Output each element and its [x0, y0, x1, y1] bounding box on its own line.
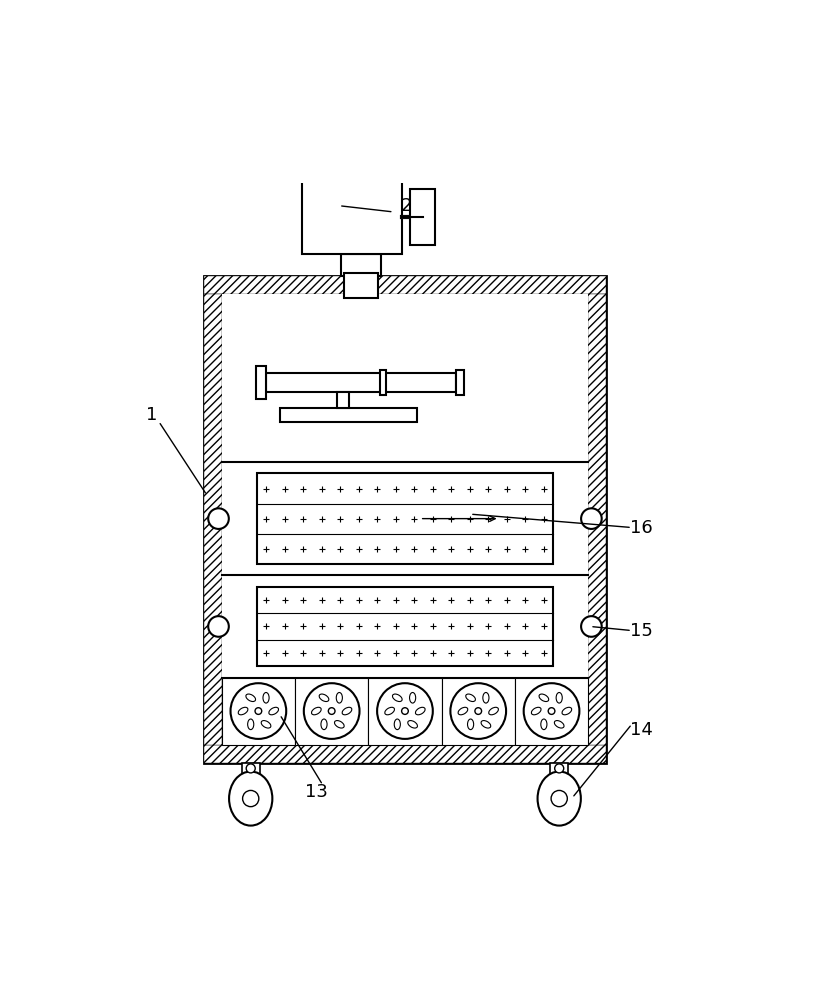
Ellipse shape [554, 721, 564, 728]
Bar [242, 763, 260, 774]
Ellipse shape [481, 721, 491, 728]
Ellipse shape [483, 692, 489, 703]
Ellipse shape [263, 692, 269, 703]
Ellipse shape [410, 692, 416, 703]
Ellipse shape [229, 771, 273, 826]
Bar [256, 366, 266, 399]
Bar [222, 678, 295, 745]
Circle shape [401, 708, 408, 714]
Bar [368, 678, 441, 745]
Ellipse shape [538, 771, 581, 826]
Ellipse shape [541, 719, 547, 730]
Bar [337, 392, 349, 408]
Circle shape [304, 683, 360, 739]
Circle shape [209, 508, 229, 529]
Circle shape [475, 708, 482, 714]
Ellipse shape [312, 707, 321, 715]
Ellipse shape [238, 707, 248, 715]
Ellipse shape [261, 721, 271, 728]
Bar [302, 180, 401, 254]
Bar [515, 678, 588, 745]
Bar [204, 276, 607, 763]
Bar [257, 473, 553, 564]
Ellipse shape [468, 719, 474, 730]
Bar [266, 373, 456, 392]
Bar [204, 745, 607, 763]
Bar [204, 276, 607, 294]
Text: 2: 2 [401, 197, 412, 215]
Ellipse shape [246, 694, 256, 702]
Ellipse shape [539, 694, 548, 702]
Circle shape [230, 683, 286, 739]
Circle shape [255, 708, 262, 714]
Ellipse shape [531, 707, 541, 715]
Ellipse shape [465, 694, 475, 702]
Ellipse shape [385, 707, 395, 715]
Circle shape [246, 764, 255, 773]
Bar [222, 678, 588, 745]
Circle shape [581, 508, 602, 529]
Bar [341, 254, 381, 276]
Ellipse shape [458, 707, 468, 715]
Text: 14: 14 [630, 721, 653, 739]
Bar [279, 408, 416, 422]
Ellipse shape [489, 707, 499, 715]
Ellipse shape [269, 707, 278, 715]
Ellipse shape [408, 721, 417, 728]
Ellipse shape [342, 707, 352, 715]
Circle shape [243, 790, 258, 807]
Ellipse shape [562, 707, 572, 715]
Ellipse shape [248, 719, 253, 730]
Ellipse shape [321, 719, 327, 730]
Circle shape [450, 683, 506, 739]
Bar [550, 763, 568, 774]
Ellipse shape [337, 692, 342, 703]
Ellipse shape [394, 719, 401, 730]
Circle shape [377, 683, 433, 739]
Ellipse shape [335, 721, 344, 728]
Ellipse shape [392, 694, 402, 702]
Bar [380, 370, 386, 395]
Bar [222, 294, 588, 745]
Circle shape [548, 708, 555, 714]
Text: 13: 13 [305, 783, 328, 801]
Bar [456, 370, 464, 395]
Circle shape [328, 708, 335, 714]
Circle shape [209, 616, 229, 637]
Bar [441, 678, 515, 745]
Circle shape [554, 764, 563, 773]
Bar [257, 587, 553, 666]
Bar [295, 678, 368, 745]
Bar [344, 273, 378, 298]
Bar [588, 294, 607, 745]
Circle shape [551, 790, 568, 807]
Circle shape [524, 683, 579, 739]
Bar [411, 189, 435, 245]
Text: 1: 1 [146, 406, 158, 424]
Text: 15: 15 [630, 622, 653, 640]
Bar [204, 294, 222, 745]
Ellipse shape [556, 692, 563, 703]
Text: 16: 16 [630, 519, 653, 537]
Ellipse shape [416, 707, 425, 715]
Circle shape [581, 616, 602, 637]
Ellipse shape [319, 694, 329, 702]
